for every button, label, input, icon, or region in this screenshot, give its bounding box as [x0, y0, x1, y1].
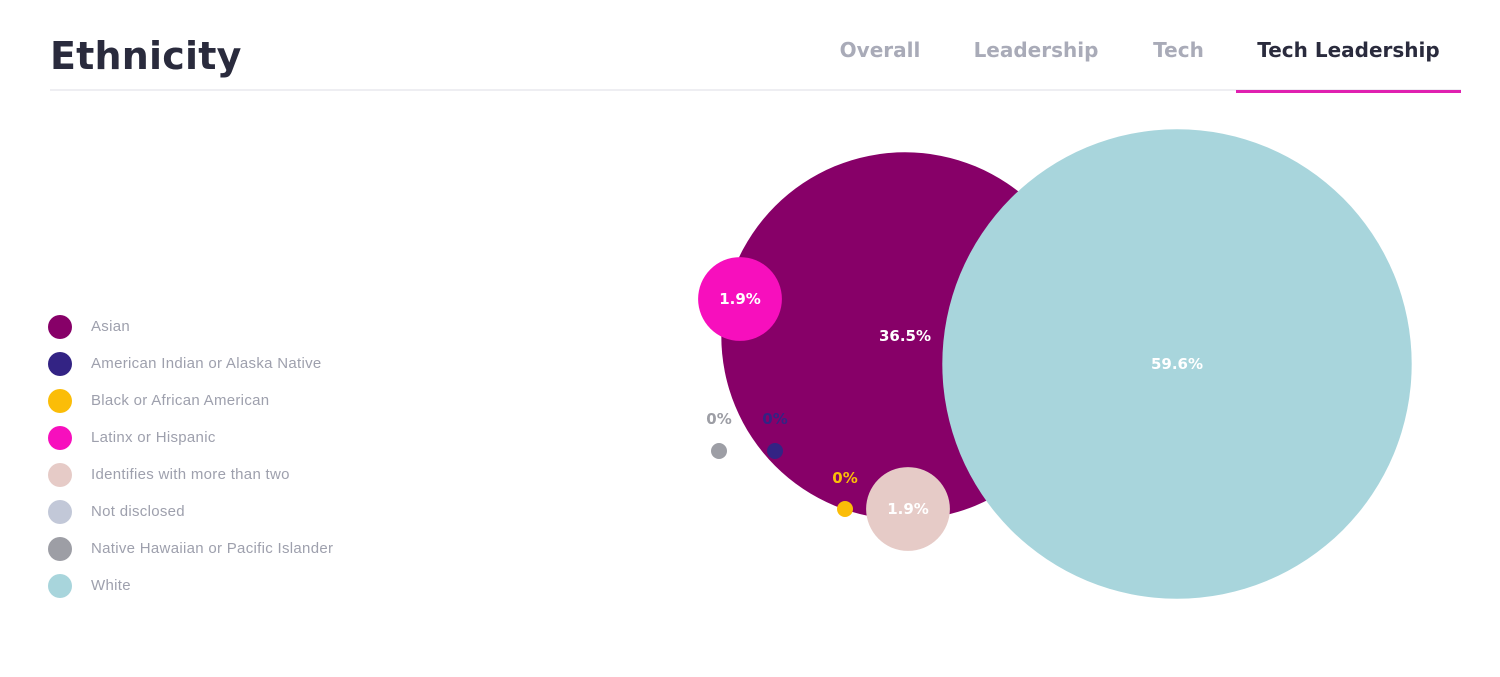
legend-item-american-indian: American Indian or Alaska Native [48, 345, 333, 382]
bubble-label-black-or-african-american: 0% [832, 469, 857, 487]
bubble-latinx-or-hispanic [698, 257, 782, 341]
legend-item-more-than-two: Identifies with more than two [48, 456, 333, 493]
bubble-label-asian: 36.5% [879, 327, 931, 345]
legend-item-asian: Asian [48, 308, 333, 345]
legend-item-black: Black or African American [48, 382, 333, 419]
legend-label-black: Black or African American [91, 392, 270, 409]
legend-label-white: White [91, 577, 131, 594]
bubble-black-or-african-american [837, 501, 853, 517]
page-title: Ethnicity [50, 34, 242, 78]
legend-label-not-disclosed: Not disclosed [91, 503, 185, 520]
tab-bar: Overall Leadership Tech Tech Leadership [809, 0, 1461, 93]
tab-tech[interactable]: Tech [1153, 38, 1204, 62]
legend-swatch-latinx [48, 425, 72, 450]
legend-item-not-disclosed: Not disclosed [48, 493, 333, 530]
bubble-native-hawaiian-or-pacific-islander [711, 443, 727, 459]
legend-swatch-white [48, 573, 72, 598]
tab-tech-leadership[interactable]: Tech Leadership [1236, 0, 1461, 93]
legend-swatch-black [48, 388, 72, 413]
chart-legend: Asian American Indian or Alaska Native B… [48, 308, 333, 604]
legend-swatch-more-than-two [48, 462, 72, 487]
legend-label-native-hawaiian: Native Hawaiian or Pacific Islander [91, 540, 334, 557]
legend-label-american-indian: American Indian or Alaska Native [91, 355, 322, 372]
page-header: Ethnicity Overall Leadership Tech Tech L… [50, 0, 1461, 93]
bubble-white [942, 129, 1412, 599]
tab-leadership[interactable]: Leadership [973, 38, 1099, 62]
bubble-label-white: 59.6% [1151, 355, 1203, 373]
legend-label-latinx: Latinx or Hispanic [91, 429, 216, 446]
legend-swatch-american-indian [48, 351, 72, 376]
legend-swatch-native-hawaiian [48, 536, 72, 561]
bubble-label-american-indian-or-alaska-native: 0% [762, 410, 787, 428]
bubble-label-latinx-or-hispanic: 1.9% [719, 290, 761, 308]
legend-item-latinx: Latinx or Hispanic [48, 419, 333, 456]
legend-swatch-asian [48, 314, 72, 339]
bubble-label-native-hawaiian-or-pacific-islander: 0% [706, 410, 731, 428]
bubble-identifies-with-more-than-two [866, 467, 950, 551]
legend-item-native-hawaiian: Native Hawaiian or Pacific Islander [48, 530, 333, 567]
legend-label-asian: Asian [91, 318, 131, 335]
legend-label-more-than-two: Identifies with more than two [91, 466, 290, 483]
bubble-american-indian-or-alaska-native [767, 443, 783, 459]
legend-swatch-not-disclosed [48, 499, 72, 524]
legend-item-white: White [48, 567, 333, 604]
tab-overall[interactable]: Overall [839, 38, 921, 62]
bubble-label-identifies-with-more-than-two: 1.9% [887, 500, 929, 518]
